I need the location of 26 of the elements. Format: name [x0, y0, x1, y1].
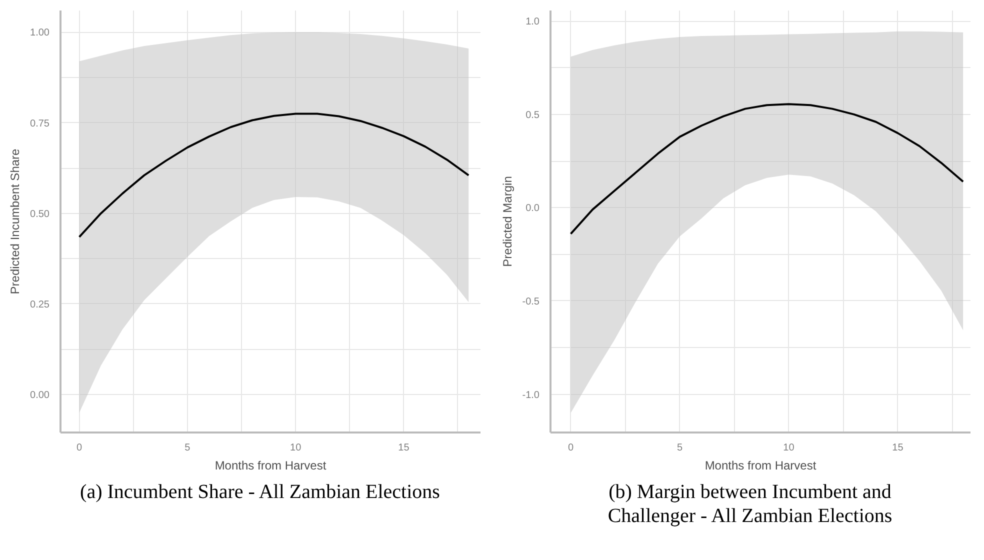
x-axis-title: Months from Harvest	[214, 458, 327, 472]
x-axis-title: Months from Harvest	[704, 458, 817, 472]
line-series	[570, 103, 964, 235]
y-tick-label: 1.0	[526, 16, 540, 28]
x-tick-label: 0	[76, 442, 83, 454]
x-tick-label: 0	[568, 442, 574, 454]
y-tick-label: 0.50	[30, 208, 50, 220]
x-tick-label: 15	[892, 442, 904, 454]
text: (b) Margin between Incumbent and Challenger - All Zambian Elections	[606, 480, 894, 528]
y-tick-label: 0.75	[30, 118, 50, 130]
line-series	[78, 112, 470, 238]
y-tick-label: -0.5	[522, 296, 540, 308]
y-axis-title: Predicted Incumbent Share	[8, 148, 22, 294]
y-tick-label: 0.5	[526, 110, 540, 121]
x-tick-label: 15	[398, 442, 410, 454]
y-tick-label: 0.0	[526, 203, 540, 214]
y-tick-label: 0.00	[30, 390, 50, 401]
x-tick-label: 10	[783, 442, 795, 454]
y-tick-label: 1.00	[30, 28, 50, 39]
text: (a) Incumbent Share - All Zambian Elections	[80, 480, 440, 504]
y-tick-label: 0.25	[30, 299, 50, 310]
x-tick-label: 5	[184, 442, 191, 454]
y-tick-label: -1.0	[522, 390, 540, 401]
x-tick-label: 5	[676, 442, 683, 454]
x-tick-label: 10	[290, 442, 302, 454]
y-axis-title: Predicted Margin	[500, 176, 514, 267]
